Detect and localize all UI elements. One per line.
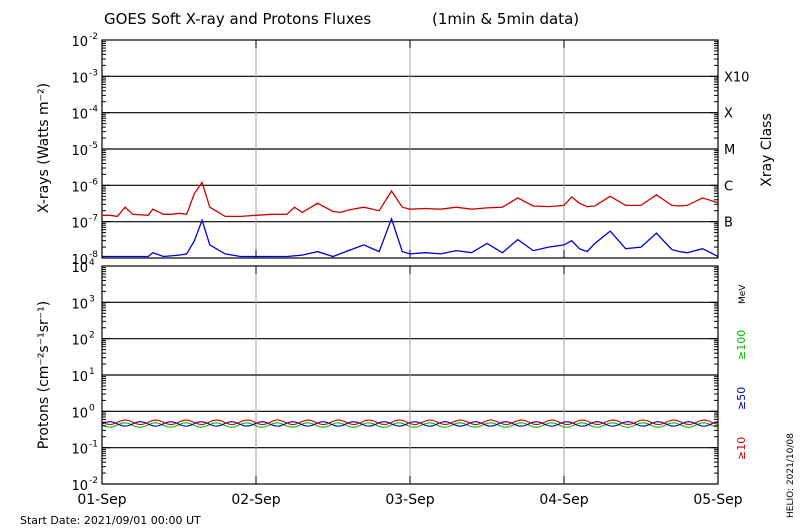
proton-tick-exp: 1 (89, 367, 95, 377)
xray-tick-label: 10 (71, 108, 88, 123)
proton-tick-exp: -1 (89, 440, 98, 450)
xray-tick-exp: -4 (89, 105, 98, 115)
flare-class-label: X (724, 107, 733, 122)
proton-tick-exp: 4 (89, 258, 95, 268)
xray-tick-label: 10 (71, 253, 88, 268)
xray-tick-label: 10 (71, 144, 88, 159)
chart-title-note: (1min & 5min data) (432, 10, 579, 28)
proton-series-line-1 (101, 421, 719, 427)
x-tick-label: 04-Sep (539, 492, 588, 508)
proton-legend-label: ≥10 (735, 437, 748, 460)
xray-tick-exp: -2 (89, 32, 98, 42)
proton-tick-label: 10 (71, 297, 88, 312)
proton-legend-label: ≥100 (735, 330, 748, 360)
xray-grid (101, 39, 719, 259)
helio-stamp: HELIO: 2021/10/08 (786, 433, 796, 518)
proton-legend-label: ≥50 (735, 387, 748, 410)
xray-class-axis-title: Xray Class (759, 113, 775, 187)
xray-tick-exp: -6 (89, 177, 98, 187)
x-axis-ticks: 01-Sep 02-Sep 03-Sep 04-Sep 05-Sep (77, 40, 743, 508)
proton-legend: MeV ≥100 ≥50 ≥10 (735, 284, 748, 460)
xray-series-line-0 (102, 181, 719, 218)
xray-tick-label: 10 (71, 71, 88, 86)
xray-tick-label: 10 (71, 35, 88, 50)
flare-class-label: M (724, 143, 735, 158)
proton-tick-exp: -2 (89, 476, 98, 486)
flare-class-label: C (724, 179, 733, 194)
x-tick-label: 05-Sep (693, 492, 742, 508)
proton-tick-label: 10 (71, 261, 88, 276)
x-tick-label: 02-Sep (231, 492, 280, 508)
chart-title: GOES Soft X-ray and Protons Fluxes (104, 10, 371, 28)
xray-y-axis-label: X-rays (Watts m⁻²) (36, 83, 52, 213)
proton-series-line-2 (101, 419, 719, 426)
proton-series-line-0 (101, 422, 719, 428)
xray-series-line-1 (102, 216, 719, 258)
xray-tick-exp: -3 (89, 68, 98, 78)
proton-tick-label: 10 (71, 334, 88, 349)
flare-class-label: X10 (724, 70, 749, 85)
proton-tick-label: 10 (71, 443, 88, 458)
xray-tick-exp: -7 (89, 214, 98, 224)
proton-series (101, 374, 719, 428)
proton-tick-exp: 3 (89, 294, 95, 304)
flare-class-label: B (724, 216, 733, 231)
xray-tick-exp: -8 (89, 250, 98, 260)
xray-tick-label: 10 (71, 217, 88, 232)
xray-y-ticks: 10-210-310-410-510-610-710-8 (71, 32, 718, 268)
x-tick-label: 01-Sep (77, 492, 126, 508)
xray-tick-label: 10 (71, 180, 88, 195)
proton-energy-unit: MeV (738, 284, 748, 304)
xray-series (102, 181, 719, 258)
xray-class-labels: X10 X M C B (724, 70, 749, 230)
proton-tick-exp: 2 (89, 331, 95, 341)
proton-tick-label: 10 (71, 479, 88, 494)
proton-tick-label: 10 (71, 406, 88, 421)
proton-y-axis-label: Protons (cm⁻²s⁻¹sr⁻¹) (36, 301, 52, 450)
proton-tick-exp: 0 (89, 403, 95, 413)
xray-tick-exp: -5 (89, 141, 98, 151)
x-tick-label: 03-Sep (385, 492, 434, 508)
proton-tick-label: 10 (71, 370, 88, 385)
start-date: Start Date: 2021/09/01 00:00 UT (20, 514, 201, 527)
